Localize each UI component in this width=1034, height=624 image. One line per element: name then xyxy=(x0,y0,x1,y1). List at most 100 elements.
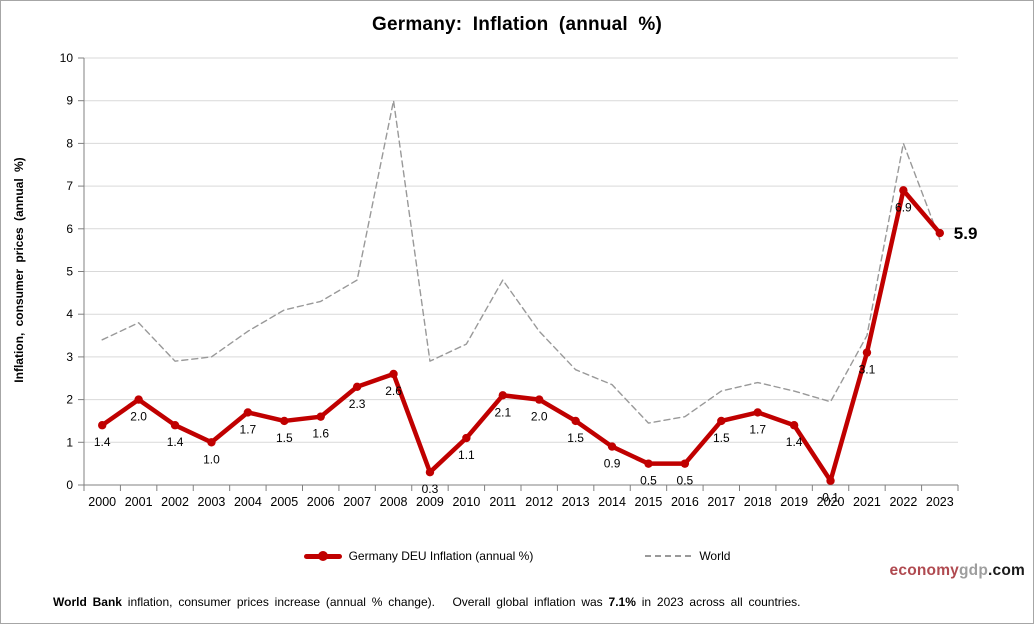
x-tick-label: 2001 xyxy=(125,495,153,509)
y-tick-label: 3 xyxy=(66,350,73,364)
data-value-label: 2.3 xyxy=(349,397,366,411)
data-value-label: 1.5 xyxy=(567,431,584,445)
footnote-segment: 7.1% xyxy=(608,595,636,609)
x-tick-label: 2021 xyxy=(853,495,881,509)
data-point-marker xyxy=(134,395,143,404)
data-value-label: 2.0 xyxy=(130,410,147,424)
data-value-label: 6.9 xyxy=(895,200,912,214)
y-tick-label: 1 xyxy=(66,435,73,449)
data-value-label: 1.5 xyxy=(713,431,730,445)
legend-label-germany: Germany DEU Inflation (annual %) xyxy=(348,549,534,563)
x-tick-label: 2014 xyxy=(598,495,626,509)
x-tick-label: 2018 xyxy=(744,495,772,509)
x-tick-label: 2022 xyxy=(889,495,917,509)
x-tick-label: 2004 xyxy=(234,495,262,509)
data-value-label: 2.6 xyxy=(385,384,402,398)
y-tick-label: 9 xyxy=(66,94,73,108)
data-point-marker xyxy=(535,395,544,404)
x-tick-label: 2011 xyxy=(489,495,516,509)
data-point-marker xyxy=(316,412,325,421)
data-point-marker xyxy=(862,348,872,357)
x-tick-label: 2000 xyxy=(88,495,116,509)
footnote: World Bank inflation, consumer prices in… xyxy=(53,595,800,609)
x-tick-label: 2008 xyxy=(380,495,408,509)
data-point-marker xyxy=(571,416,580,426)
x-tick-label: 2012 xyxy=(525,495,553,509)
x-tick-label: 2019 xyxy=(780,495,808,509)
data-point-marker xyxy=(935,228,944,238)
footnote-segment: in 2023 across all countries. xyxy=(635,595,801,609)
y-tick-label: 5 xyxy=(66,265,73,279)
footnote-segment: inflation, consumer prices increase (ann… xyxy=(121,595,609,609)
data-point-marker xyxy=(389,369,398,379)
data-value-label: 1.1 xyxy=(458,448,475,462)
data-point-marker xyxy=(170,421,180,430)
data-value-label: 2.0 xyxy=(531,410,548,424)
legend: Germany DEU Inflation (annual %) World xyxy=(1,549,1033,563)
data-point-marker xyxy=(753,408,762,417)
data-value-label: 1.6 xyxy=(312,427,329,441)
inflation-line-chart: 0 1 2 3 4 5 6 7 8 9 10 2000 2001 2002 2003 2004 2005 2006… xyxy=(60,51,978,509)
data-point-marker xyxy=(899,186,908,195)
data-point-marker xyxy=(98,421,107,430)
data-value-label: 1.0 xyxy=(203,452,220,466)
data-point-marker xyxy=(789,421,799,430)
data-point-marker xyxy=(243,408,253,417)
data-point-marker xyxy=(207,438,216,447)
data-value-label: 3.1 xyxy=(859,363,876,377)
data-point-marker xyxy=(607,442,617,451)
data-point-marker xyxy=(462,433,471,443)
data-value-label: 1.4 xyxy=(786,435,803,449)
legend-item-world: World xyxy=(645,549,730,563)
data-value-label: 0.3 xyxy=(422,482,439,496)
data-value-label: 1.7 xyxy=(240,422,257,436)
last-value-label: 5.9 xyxy=(954,224,978,243)
x-tick-label: 2007 xyxy=(343,495,371,509)
x-tick-label: 2013 xyxy=(562,495,590,509)
data-value-label: 1.5 xyxy=(276,431,293,445)
y-tick-label: 7 xyxy=(66,179,73,193)
y-tick-label: 6 xyxy=(66,222,73,236)
germany-line-sample-icon xyxy=(303,551,342,561)
x-tick-label: 2010 xyxy=(452,495,480,509)
series-line-germany xyxy=(99,188,943,483)
data-value-label: 0.5 xyxy=(677,474,694,488)
data-value-label: 0.1 xyxy=(822,491,839,505)
y-tick-label: 4 xyxy=(66,307,73,321)
data-point-marker xyxy=(680,459,690,468)
page-title: Germany: Inflation (annual %) xyxy=(372,14,662,35)
data-point-marker xyxy=(352,382,362,391)
data-point-marker xyxy=(498,391,507,400)
x-tick-label: 2015 xyxy=(635,495,663,509)
x-tick-label: 2003 xyxy=(198,495,226,509)
economygdp-logo[interactable]: economygdp.com xyxy=(889,562,1025,579)
gridlines xyxy=(84,57,958,443)
x-tick-label: 2017 xyxy=(707,495,735,509)
data-value-label: 1.7 xyxy=(749,422,766,436)
data-point-marker xyxy=(644,459,653,468)
data-value-label: 1.4 xyxy=(94,435,111,449)
x-tick-label: 2005 xyxy=(270,495,298,509)
legend-label-world: World xyxy=(699,549,731,563)
data-value-label: 0.9 xyxy=(604,457,621,471)
data-value-label: 2.1 xyxy=(494,405,511,419)
data-point-marker xyxy=(717,416,726,426)
y-tick-label: 2 xyxy=(66,393,73,407)
x-tick-label: 2002 xyxy=(161,495,189,509)
x-tick-label: 2006 xyxy=(307,495,335,509)
y-tick-label: 0 xyxy=(66,478,73,492)
y-tick-label: 8 xyxy=(66,136,73,150)
footnote-segment: World Bank xyxy=(53,595,122,609)
data-point-marker xyxy=(826,476,835,485)
axes: 0 1 2 3 4 5 6 7 8 9 10 2000 2001 2002 2003 2004 2005 2006… xyxy=(60,51,959,509)
series-germany xyxy=(98,186,944,485)
data-value-label: 1.4 xyxy=(167,435,184,449)
series-world xyxy=(101,99,941,424)
series-line-world xyxy=(101,99,941,424)
x-tick-label: 2020 xyxy=(817,495,845,509)
legend-item-germany: Germany DEU Inflation (annual %) xyxy=(303,549,534,563)
data-value-label: 0.5 xyxy=(640,474,657,488)
x-tick-label: 2023 xyxy=(926,495,954,509)
x-tick-label: 2009 xyxy=(416,495,444,509)
